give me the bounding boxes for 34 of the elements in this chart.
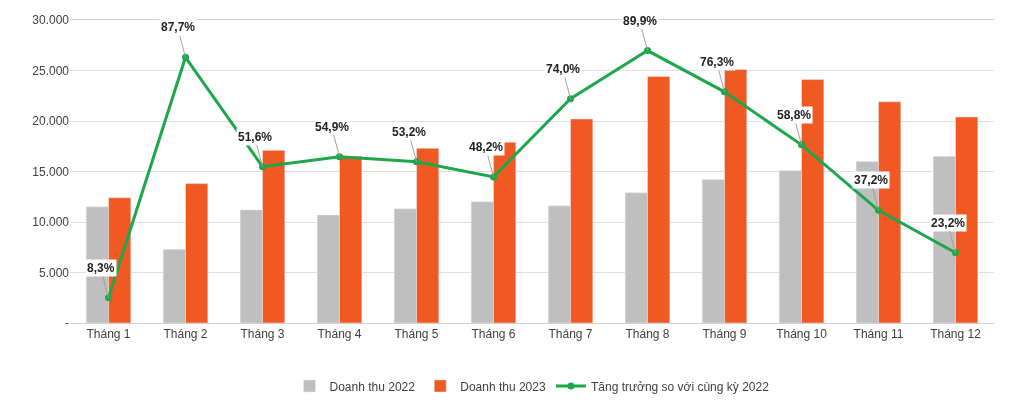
x-tick-label: Tháng 5 [394, 327, 439, 342]
y-tick-label: 20.000 [32, 114, 70, 129]
x-tick-label: Tháng 12 [930, 327, 982, 342]
y-tick-label: 15.000 [32, 164, 70, 179]
data-label: 87,7% [161, 20, 196, 34]
data-label: 8,3% [87, 261, 115, 275]
legend-label: Tăng trưởng so với cùng kỳ 2022 [590, 379, 770, 394]
data-label: 53,2% [392, 125, 427, 139]
legend-label: Doanh thu 2023 [460, 379, 546, 394]
y-tick-label: 10.000 [32, 215, 70, 230]
data-label: 58,8% [777, 108, 812, 122]
data-label: 74,0% [546, 62, 581, 76]
y-tick-label: 25.000 [32, 63, 70, 78]
x-tick-label: Tháng 8 [625, 327, 670, 342]
y-tick-label: 5.000 [38, 265, 70, 280]
data-label: 48,2% [469, 140, 504, 154]
y-tick-label: 30.000 [32, 13, 70, 28]
data-label: 23,2% [931, 216, 966, 230]
data-label: 37,2% [854, 173, 889, 187]
x-tick-label: Tháng 6 [471, 327, 516, 342]
x-tick-label: Tháng 1 [86, 327, 131, 342]
data-label: 51,6% [238, 130, 273, 144]
y-tick-label: - [65, 316, 69, 331]
x-tick-label: Tháng 4 [317, 327, 362, 342]
x-tick-label: Tháng 7 [548, 327, 593, 342]
legend-label: Doanh thu 2022 [329, 379, 416, 394]
data-label: 76,3% [700, 55, 735, 69]
data-label: 89,9% [623, 14, 658, 28]
data-label: 54,9% [315, 120, 350, 134]
x-tick-label: Tháng 11 [853, 327, 904, 342]
x-tick-label: Tháng 9 [702, 327, 747, 342]
x-tick-label: Tháng 2 [163, 327, 208, 342]
x-tick-label: Tháng 3 [240, 327, 285, 342]
x-tick-label: Tháng 10 [776, 327, 828, 342]
